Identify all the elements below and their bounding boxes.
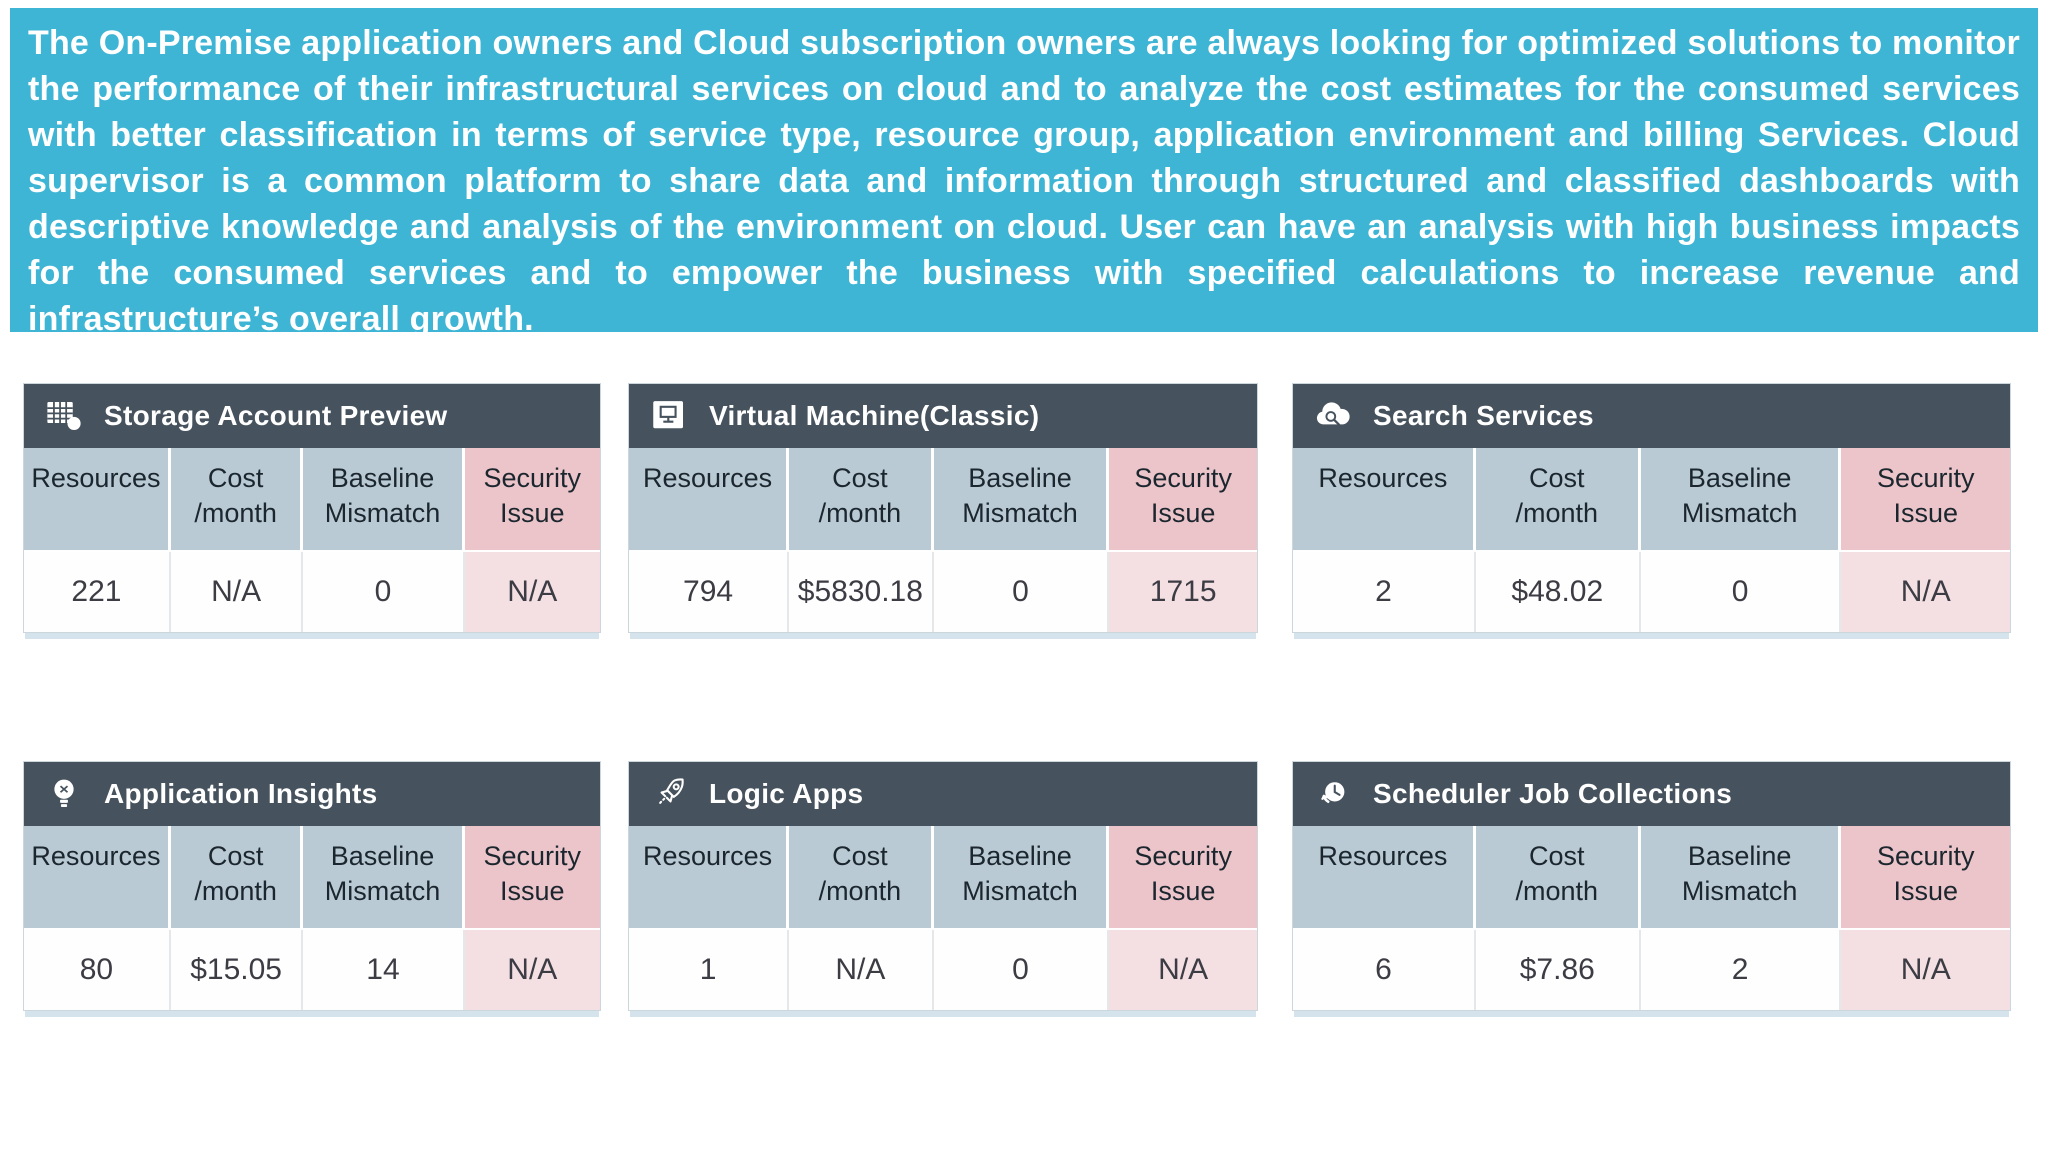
cost-value: N/A <box>789 930 934 1010</box>
column-header-baseline-mismatch: Baseline Mismatch <box>933 826 1110 930</box>
security-issue-value: N/A <box>1841 930 2010 1010</box>
intro-banner: The On-Premise application owners and Cl… <box>10 8 2038 338</box>
security-issue-value: 1715 <box>1109 552 1257 632</box>
baseline-mismatch-value: 0 <box>933 552 1110 632</box>
security-issue-value: N/A <box>464 552 600 632</box>
cost-value: N/A <box>170 552 304 632</box>
intro-banner-text: The On-Premise application owners and Cl… <box>28 24 2020 338</box>
baseline-mismatch-value: 0 <box>1640 552 1842 632</box>
card-table: Resources Cost /month Baseline Mismatch … <box>24 826 600 1010</box>
cost-value: $7.86 <box>1475 930 1641 1010</box>
card-title: Application Insights <box>104 778 378 809</box>
cost-value: $48.02 <box>1475 552 1641 632</box>
column-header-baseline-mismatch: Baseline Mismatch <box>1640 826 1842 930</box>
lightbulb-icon <box>42 772 86 816</box>
card-header: Search Services <box>1293 384 2010 448</box>
card-table: Resources Cost /month Baseline Mismatch … <box>24 448 600 632</box>
column-header-cost: Cost /month <box>170 826 304 930</box>
card-table: Resources Cost /month Baseline Mismatch … <box>1293 826 2010 1010</box>
column-header-resources: Resources <box>629 826 790 930</box>
column-header-resources: Resources <box>1293 448 1476 552</box>
cost-value: $5830.18 <box>789 552 934 632</box>
column-header-resources: Resources <box>629 448 790 552</box>
cloud-search-icon <box>1311 394 1355 438</box>
column-header-baseline-mismatch: Baseline Mismatch <box>303 448 465 552</box>
card-title: Virtual Machine(Classic) <box>709 400 1040 431</box>
resources-value: 6 <box>1293 930 1476 1010</box>
card-header: Storage Account Preview <box>24 384 600 448</box>
card-storage-account-preview[interactable]: Storage Account Preview Resources Cost /… <box>23 383 601 633</box>
clock-icon <box>1311 772 1355 816</box>
resources-value: 80 <box>24 930 171 1010</box>
column-header-security-issue: Security Issue <box>1841 826 2010 930</box>
column-header-cost: Cost /month <box>789 826 934 930</box>
column-header-security-issue: Security Issue <box>464 826 600 930</box>
baseline-mismatch-value: 0 <box>303 552 465 632</box>
rocket-icon <box>647 772 691 816</box>
column-header-resources: Resources <box>24 826 171 930</box>
card-title: Logic Apps <box>709 778 864 809</box>
security-issue-value: N/A <box>464 930 600 1010</box>
card-table: Resources Cost /month Baseline Mismatch … <box>629 826 1257 1010</box>
resources-value: 221 <box>24 552 171 632</box>
column-header-baseline-mismatch: Baseline Mismatch <box>1640 448 1842 552</box>
column-header-resources: Resources <box>24 448 171 552</box>
column-header-cost: Cost /month <box>1475 826 1641 930</box>
card-title: Storage Account Preview <box>104 400 448 431</box>
baseline-mismatch-value: 2 <box>1640 930 1842 1010</box>
resources-value: 1 <box>629 930 790 1010</box>
card-table: Resources Cost /month Baseline Mismatch … <box>629 448 1257 632</box>
column-header-baseline-mismatch: Baseline Mismatch <box>933 448 1110 552</box>
column-header-resources: Resources <box>1293 826 1476 930</box>
card-scheduler-job-collections[interactable]: Scheduler Job Collections Resources Cost… <box>1292 761 2011 1011</box>
security-issue-value: N/A <box>1841 552 2010 632</box>
card-header: Logic Apps <box>629 762 1257 826</box>
card-header: Application Insights <box>24 762 600 826</box>
card-header: Virtual Machine(Classic) <box>629 384 1257 448</box>
column-header-security-issue: Security Issue <box>1109 448 1257 552</box>
baseline-mismatch-value: 0 <box>933 930 1110 1010</box>
cost-value: $15.05 <box>170 930 304 1010</box>
baseline-mismatch-value: 14 <box>303 930 465 1010</box>
card-table: Resources Cost /month Baseline Mismatch … <box>1293 448 2010 632</box>
card-header: Scheduler Job Collections <box>1293 762 2010 826</box>
column-header-baseline-mismatch: Baseline Mismatch <box>303 826 465 930</box>
column-header-security-issue: Security Issue <box>1841 448 2010 552</box>
column-header-cost: Cost /month <box>789 448 934 552</box>
resources-value: 2 <box>1293 552 1476 632</box>
card-search-services[interactable]: Search Services Resources Cost /month Ba… <box>1292 383 2011 633</box>
card-virtual-machine-classic[interactable]: Virtual Machine(Classic) Resources Cost … <box>628 383 1258 633</box>
storage-table-icon <box>42 394 86 438</box>
column-header-security-issue: Security Issue <box>464 448 600 552</box>
card-title: Scheduler Job Collections <box>1373 778 1733 809</box>
column-header-cost: Cost /month <box>1475 448 1641 552</box>
virtual-machine-icon <box>647 394 691 438</box>
card-application-insights[interactable]: Application Insights Resources Cost /mon… <box>23 761 601 1011</box>
security-issue-value: N/A <box>1109 930 1257 1010</box>
column-header-cost: Cost /month <box>170 448 304 552</box>
card-title: Search Services <box>1373 400 1594 431</box>
column-header-security-issue: Security Issue <box>1109 826 1257 930</box>
card-logic-apps[interactable]: Logic Apps Resources Cost /month Baselin… <box>628 761 1258 1011</box>
resources-value: 794 <box>629 552 790 632</box>
